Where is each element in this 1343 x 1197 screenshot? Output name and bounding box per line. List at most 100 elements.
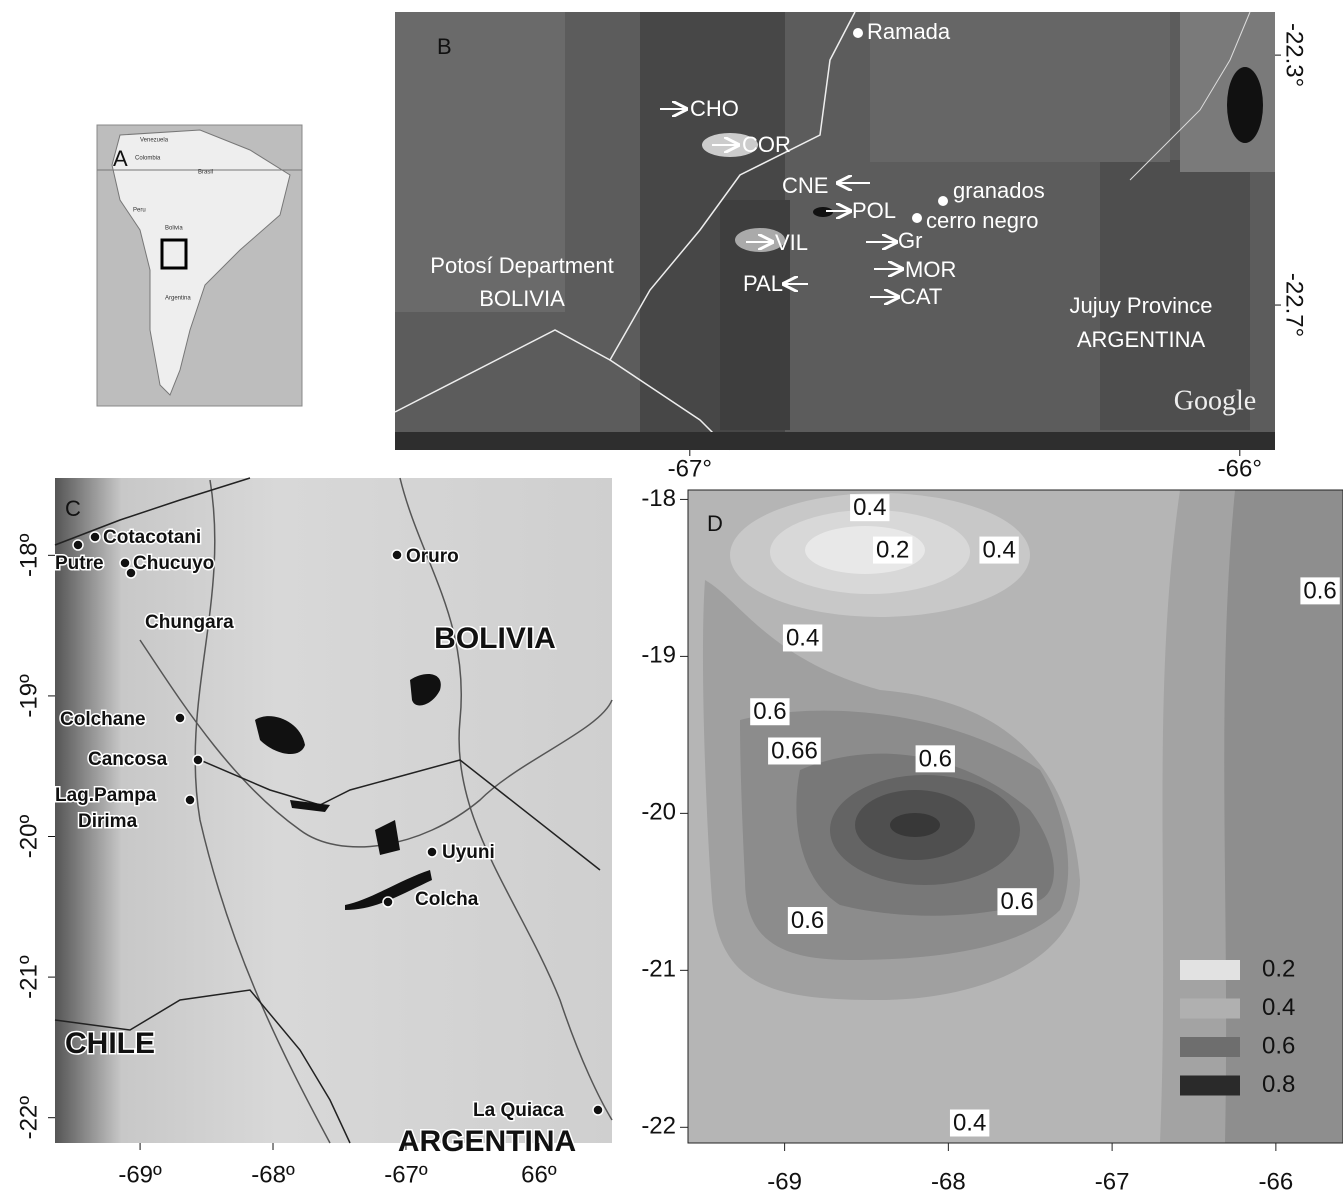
y-tick-label: -22 (641, 1113, 676, 1140)
town-marker (853, 28, 863, 38)
contour-label-text: 0.2 (876, 537, 909, 564)
contour-label: 0.6 (787, 907, 828, 935)
town-marker (125, 567, 137, 579)
contour-label-box (1300, 577, 1340, 605)
x-tick-label: -68º (251, 1161, 295, 1188)
y-tick-label: -20º (15, 815, 42, 859)
country-label: Venezuela (140, 138, 169, 144)
contour-label: 0.4 (979, 536, 1019, 564)
town-marker (912, 213, 922, 223)
region-label: Potosí Department (430, 253, 613, 278)
image-tile (395, 12, 565, 312)
panel-c: C Cotacotani Putre Chucuyo Chungara Orur… (54, 477, 613, 1159)
panel-label: D (707, 511, 723, 536)
town-marker (391, 549, 403, 561)
town-label: Dirima (78, 811, 138, 832)
salar (290, 800, 330, 812)
salar (410, 674, 441, 706)
site-label: COR (742, 132, 791, 157)
contour-label: 0.4 (949, 1109, 990, 1137)
legend-label: 0.4 (1262, 994, 1295, 1021)
town-marker (938, 196, 948, 206)
town-label: Chungara (145, 612, 234, 633)
contour-label-text: 0.4 (982, 537, 1015, 564)
town-marker (184, 794, 196, 806)
legend-swatch (1180, 1037, 1240, 1057)
region-label: ARGENTINA (1077, 327, 1206, 352)
contour-label-box (782, 624, 823, 652)
watermark: Google (1174, 385, 1256, 416)
town-label: Colchane (60, 709, 146, 730)
x-tick-label: -69º (118, 1161, 162, 1188)
town-label: Putre (55, 553, 104, 574)
town-label: cerro negro (926, 208, 1039, 233)
y-tick-label: -22.3° (1281, 23, 1308, 87)
contour-label: 0.6 (915, 745, 955, 773)
continent (111, 129, 291, 396)
town-marker (174, 712, 186, 724)
y-tick-label: -21 (641, 956, 676, 983)
y-tick-label: -20 (641, 799, 676, 826)
border-line (394, 11, 856, 413)
x-tick-label: -67º (384, 1161, 428, 1188)
site-label: CHO (690, 96, 739, 121)
contour-label-box (750, 698, 790, 726)
site-label: CAT (900, 284, 942, 309)
town-label: Cancosa (88, 749, 168, 770)
legend-swatch (1180, 998, 1240, 1019)
country-label: Peru (133, 208, 146, 214)
country-label: ARGENTINA (398, 1125, 576, 1158)
contour-label: 0.4 (782, 624, 823, 652)
border-line (54, 989, 351, 1144)
border-line (199, 759, 601, 871)
y-tick-label: -19º (15, 674, 42, 718)
panel-label: C (65, 496, 81, 521)
town-label: Cotacotani (103, 527, 201, 548)
contour-label-text: 0.6 (753, 698, 786, 725)
x-tick-label: -67° (668, 455, 712, 482)
town-marker (426, 846, 438, 858)
town-marker (119, 557, 131, 569)
contour-label: 0.6 (750, 698, 790, 726)
contour-label-text: 0.4 (786, 624, 819, 651)
lake (1227, 67, 1263, 143)
x-tick-label: -68 (931, 1168, 966, 1195)
contour-label-box (873, 536, 913, 564)
town-marker (382, 896, 394, 908)
contour-label-box (997, 888, 1037, 916)
site-label: MOR (905, 257, 956, 282)
status-bar (395, 432, 1275, 450)
contour-label: 0.2 (873, 536, 913, 564)
legend-swatch (1180, 1075, 1240, 1096)
image-tile (1100, 160, 1250, 430)
contour-label: 0.6 (997, 888, 1037, 916)
y-tick-label: -18º (15, 533, 42, 577)
y-tick-label: -18 (641, 485, 676, 512)
country-label: Brasil (198, 170, 213, 176)
x-tick-label: -69 (767, 1168, 802, 1195)
contour-label-box (979, 536, 1019, 564)
contour-label-box (850, 494, 890, 522)
salar (255, 716, 305, 755)
image-tile (870, 12, 1170, 162)
site-label: VIL (775, 230, 808, 255)
country-label: CHILE (65, 1027, 155, 1060)
town-marker (592, 1104, 604, 1116)
legend-label: 0.8 (1262, 1071, 1295, 1098)
town-label: Uyuni (442, 842, 495, 863)
contour-line (399, 477, 613, 1121)
contour-label-text: 0.6 (1303, 577, 1336, 604)
country-label: Argentina (165, 296, 191, 302)
contour-label-box (915, 745, 955, 773)
contour-line (139, 639, 613, 848)
y-tick-label: -22º (15, 1096, 42, 1140)
relief-map (55, 478, 612, 1143)
contour-label-text: 0.4 (953, 1110, 986, 1137)
site-label: CNE (782, 173, 828, 198)
panel-label: A (113, 146, 128, 171)
region-label: Jujuy Province (1069, 293, 1212, 318)
town-markers (72, 531, 604, 1116)
salar (375, 820, 400, 855)
site-label: PAL (743, 271, 783, 296)
